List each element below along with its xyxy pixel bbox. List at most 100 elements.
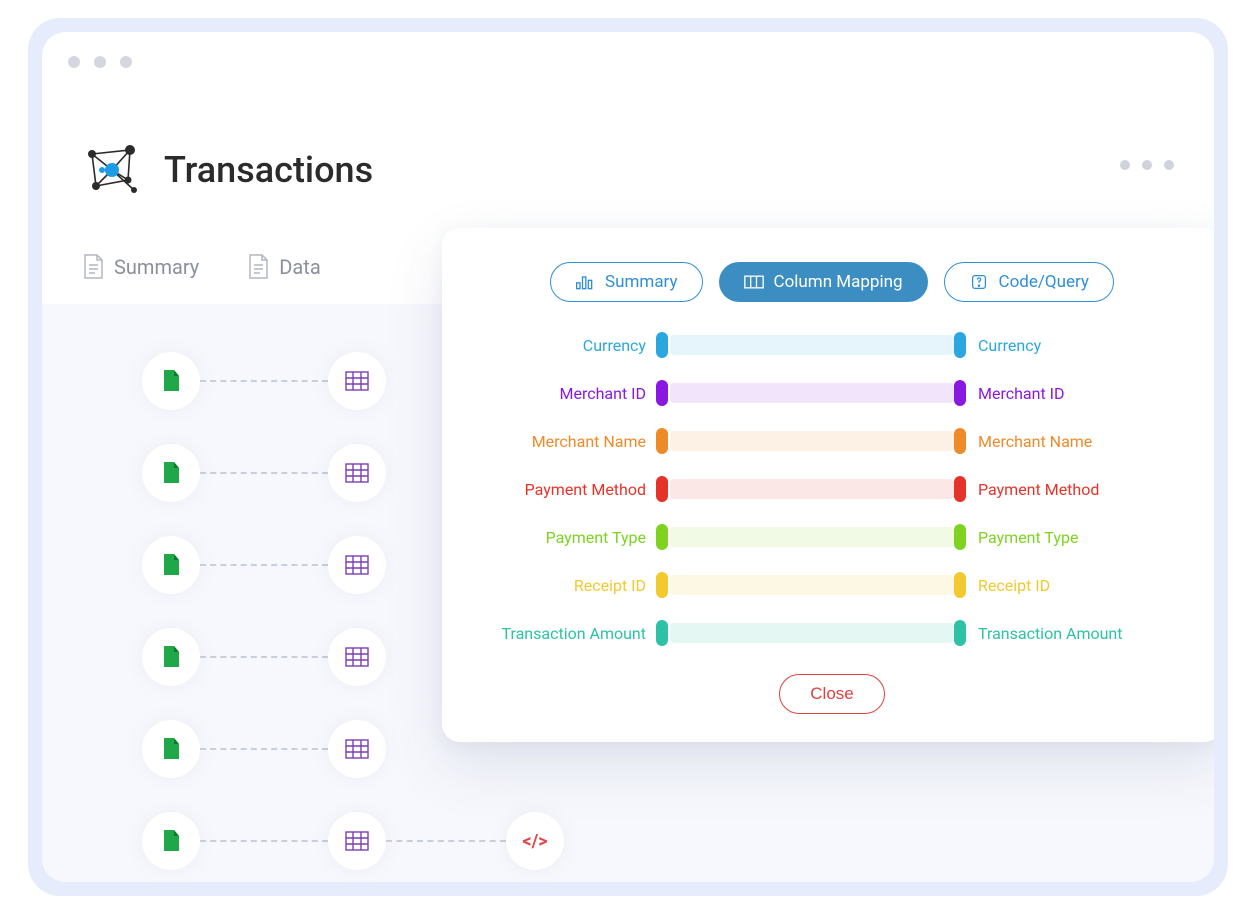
- connector-line: [386, 840, 506, 842]
- table-node[interactable]: [328, 352, 386, 410]
- pipeline-row: [142, 720, 386, 778]
- table-icon: [345, 647, 369, 667]
- file-icon: [160, 552, 182, 578]
- connector-line: [200, 564, 328, 566]
- mapping-row: Transaction Amount Transaction Amount: [496, 620, 1168, 646]
- modal-tab-code-query-label: Code/Query: [999, 272, 1089, 292]
- file-icon: [160, 460, 182, 486]
- table-node[interactable]: [328, 812, 386, 870]
- modal-tab-summary-label: Summary: [605, 272, 677, 292]
- source-node[interactable]: [142, 720, 200, 778]
- modal-tab-code-query[interactable]: Code/Query: [944, 262, 1114, 302]
- window-dot: [68, 56, 80, 68]
- file-icon: [160, 368, 182, 394]
- pipeline-row: [142, 352, 386, 410]
- mapping-row: Payment Method Payment Method: [496, 476, 1168, 502]
- tab-summary-label: Summary: [114, 255, 199, 279]
- page-title: Transactions: [164, 149, 373, 191]
- connector-line: [200, 840, 328, 842]
- table-node[interactable]: [328, 720, 386, 778]
- file-icon: [160, 644, 182, 670]
- mapping-bar: [670, 527, 954, 547]
- column-mapping-modal: Summary Column Mapping: [442, 228, 1214, 742]
- mapping-source-label: Payment Method: [496, 480, 656, 499]
- outer-frame: Transactions Summary: [28, 18, 1228, 896]
- tab-data[interactable]: Data: [247, 254, 320, 280]
- code-icon: </>: [522, 831, 547, 852]
- connector-line: [200, 380, 328, 382]
- header-more-icon[interactable]: [1120, 160, 1174, 170]
- mapping-bar: [670, 479, 954, 499]
- query-icon: [969, 274, 989, 290]
- modal-tabs: Summary Column Mapping: [486, 262, 1178, 302]
- window-dot: [120, 56, 132, 68]
- mapping-target-label: Merchant ID: [968, 384, 1168, 403]
- modal-tab-column-mapping[interactable]: Column Mapping: [719, 262, 928, 302]
- mapping-endcap-right: [954, 620, 966, 646]
- mapping-target-label: Merchant Name: [968, 432, 1168, 451]
- mapping-bar: [670, 575, 954, 595]
- mapping-endcap-left: [656, 380, 668, 406]
- close-button[interactable]: Close: [779, 674, 884, 714]
- table-icon: [345, 739, 369, 759]
- app-header: Transactions: [82, 140, 373, 200]
- table-icon: [345, 831, 369, 851]
- table-node[interactable]: [328, 628, 386, 686]
- mapping-source-label: Receipt ID: [496, 576, 656, 595]
- browser-window: Transactions Summary: [42, 32, 1214, 882]
- tab-summary[interactable]: Summary: [82, 254, 199, 280]
- mapping-endcap-right: [954, 572, 966, 598]
- mapping-endcap-left: [656, 620, 668, 646]
- mapping-row: Receipt IDReceipt ID: [496, 572, 1168, 598]
- document-icon: [82, 254, 104, 280]
- mapping-source-label: Currency: [496, 336, 656, 355]
- source-node[interactable]: [142, 352, 200, 410]
- mapping-bar: [670, 623, 954, 643]
- mapping-endcap-left: [656, 524, 668, 550]
- table-icon: [345, 463, 369, 483]
- table-node[interactable]: [328, 536, 386, 594]
- mapping-endcap-left: [656, 572, 668, 598]
- document-icon: [247, 254, 269, 280]
- pipeline-row: [142, 444, 386, 502]
- window-dot: [94, 56, 106, 68]
- mapping-row: Merchant ID Merchant ID: [496, 380, 1168, 406]
- mapping-endcap-right: [954, 428, 966, 454]
- mapping-row: Merchant NameMerchant Name: [496, 428, 1168, 454]
- columns-icon: [744, 274, 764, 290]
- mapping-row: Currency Currency: [496, 332, 1168, 358]
- source-node[interactable]: [142, 444, 200, 502]
- mapping-source-label: Merchant ID: [496, 384, 656, 403]
- mapping-target-label: Transaction Amount: [968, 624, 1168, 643]
- file-icon: [160, 828, 182, 854]
- mapping-row: Payment TypePayment Type: [496, 524, 1168, 550]
- mapping-target-label: Payment Method: [968, 480, 1168, 499]
- mapping-source-label: Transaction Amount: [496, 624, 656, 643]
- mapping-target-label: Currency: [968, 336, 1168, 355]
- modal-footer: Close: [486, 674, 1178, 714]
- window-traffic-lights: [68, 56, 132, 68]
- source-node[interactable]: [142, 628, 200, 686]
- mapping-endcap-left: [656, 428, 668, 454]
- mapping-target-label: Payment Type: [968, 528, 1168, 547]
- mapping-list: CurrencyCurrencyMerchant IDMerchant IDMe…: [486, 332, 1178, 646]
- mapping-endcap-left: [656, 476, 668, 502]
- code-node[interactable]: </>: [506, 812, 564, 870]
- connector-line: [200, 472, 328, 474]
- modal-tab-summary[interactable]: Summary: [550, 262, 702, 302]
- mapping-bar: [670, 383, 954, 403]
- file-icon: [160, 736, 182, 762]
- source-node[interactable]: [142, 536, 200, 594]
- mapping-bar: [670, 431, 954, 451]
- connector-line: [200, 748, 328, 750]
- app-logo-icon: [82, 140, 142, 200]
- connector-line: [200, 656, 328, 658]
- table-node[interactable]: [328, 444, 386, 502]
- pipeline-row: [142, 536, 386, 594]
- tab-data-label: Data: [279, 255, 320, 279]
- pipeline-row: [142, 628, 386, 686]
- mapping-bar: [670, 335, 954, 355]
- source-node[interactable]: [142, 812, 200, 870]
- bar-chart-icon: [575, 274, 595, 290]
- mapping-endcap-right: [954, 332, 966, 358]
